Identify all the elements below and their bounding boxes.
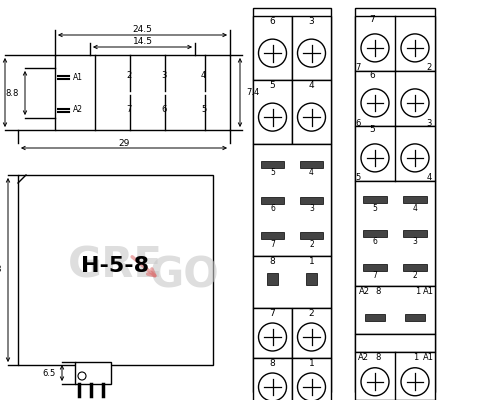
Text: 29: 29 (118, 138, 130, 148)
Text: 7: 7 (126, 104, 131, 114)
Bar (292, 308, 331, 358)
Bar (355, 126, 435, 181)
Text: 8.8: 8.8 (6, 88, 19, 98)
Bar (355, 352, 435, 400)
Text: GRE: GRE (67, 244, 163, 286)
Text: 7: 7 (372, 271, 377, 280)
Bar (292, 80, 331, 144)
Text: 6: 6 (161, 104, 166, 114)
Text: 7: 7 (270, 240, 275, 249)
Text: 6.5: 6.5 (43, 368, 56, 378)
Text: 3: 3 (412, 238, 417, 246)
Bar (253, 80, 292, 144)
Text: 6: 6 (270, 204, 275, 213)
Text: A2: A2 (73, 106, 83, 114)
Text: 4: 4 (427, 174, 432, 182)
Text: 1: 1 (413, 352, 418, 362)
Bar (355, 16, 435, 71)
Text: 7.4: 7.4 (246, 88, 259, 97)
Text: 3: 3 (308, 16, 314, 26)
Text: 7: 7 (369, 16, 375, 24)
Bar (253, 144, 331, 256)
Bar (267, 274, 278, 285)
Text: 3: 3 (427, 118, 432, 128)
Bar (253, 358, 292, 400)
Text: 5: 5 (355, 174, 361, 182)
Text: 5: 5 (201, 104, 206, 114)
Text: 7: 7 (355, 64, 361, 72)
Text: 2: 2 (427, 64, 432, 72)
Text: 6: 6 (270, 16, 275, 26)
Bar (261, 161, 284, 168)
Text: 3: 3 (309, 204, 314, 213)
Bar (365, 314, 385, 321)
Text: 1: 1 (308, 358, 314, 368)
Bar (355, 334, 435, 352)
Text: 5: 5 (369, 126, 375, 134)
Bar (300, 196, 323, 204)
Text: 7: 7 (270, 308, 275, 318)
Bar (355, 286, 435, 334)
Bar (300, 232, 323, 239)
Bar (403, 230, 427, 237)
Bar (18, 175, 213, 365)
Text: 14.5: 14.5 (133, 38, 152, 46)
Bar (292, 16, 331, 80)
Text: 2: 2 (126, 72, 131, 80)
Text: 5: 5 (270, 80, 275, 90)
Bar (75, 362, 111, 384)
Bar (253, 16, 292, 80)
Text: 3: 3 (161, 72, 166, 80)
Text: 2: 2 (309, 308, 314, 318)
Bar (261, 196, 284, 204)
Text: 2: 2 (413, 271, 417, 280)
Bar (55, 55, 230, 130)
Text: A1: A1 (423, 286, 434, 296)
Bar (405, 314, 425, 321)
Text: A2: A2 (358, 352, 369, 362)
Text: 6: 6 (372, 238, 377, 246)
Bar (253, 308, 292, 358)
Text: 2: 2 (309, 240, 314, 249)
Text: 5: 5 (270, 168, 275, 177)
Text: 1: 1 (415, 286, 420, 296)
Text: H-5-8: H-5-8 (81, 256, 149, 276)
Text: 6: 6 (369, 70, 375, 80)
Text: 6: 6 (355, 118, 361, 128)
Text: 1: 1 (308, 256, 314, 266)
Text: GO: GO (150, 254, 220, 296)
Text: 8: 8 (270, 256, 275, 266)
Bar (292, 358, 331, 400)
Text: 8: 8 (375, 352, 380, 362)
Bar (403, 264, 427, 271)
Text: 24.5: 24.5 (133, 26, 152, 34)
Bar (300, 161, 323, 168)
Text: 8: 8 (375, 286, 380, 296)
Text: A1: A1 (423, 352, 434, 362)
Text: 38: 38 (0, 266, 2, 274)
Bar (363, 230, 387, 237)
Bar (253, 256, 331, 308)
Text: 4: 4 (309, 80, 314, 90)
Bar (403, 196, 427, 203)
Bar (355, 8, 435, 392)
Text: 8: 8 (270, 358, 275, 368)
Bar (355, 71, 435, 126)
Text: 4: 4 (309, 168, 314, 177)
Bar (363, 264, 387, 271)
Bar (363, 196, 387, 203)
Text: A1: A1 (73, 72, 83, 82)
Bar (261, 232, 284, 239)
Bar (253, 8, 331, 392)
Bar (306, 274, 317, 285)
Text: 5: 5 (372, 204, 377, 213)
Bar (355, 181, 435, 286)
Text: 4: 4 (412, 204, 417, 213)
Text: 4: 4 (201, 72, 206, 80)
Text: A2: A2 (359, 286, 370, 296)
